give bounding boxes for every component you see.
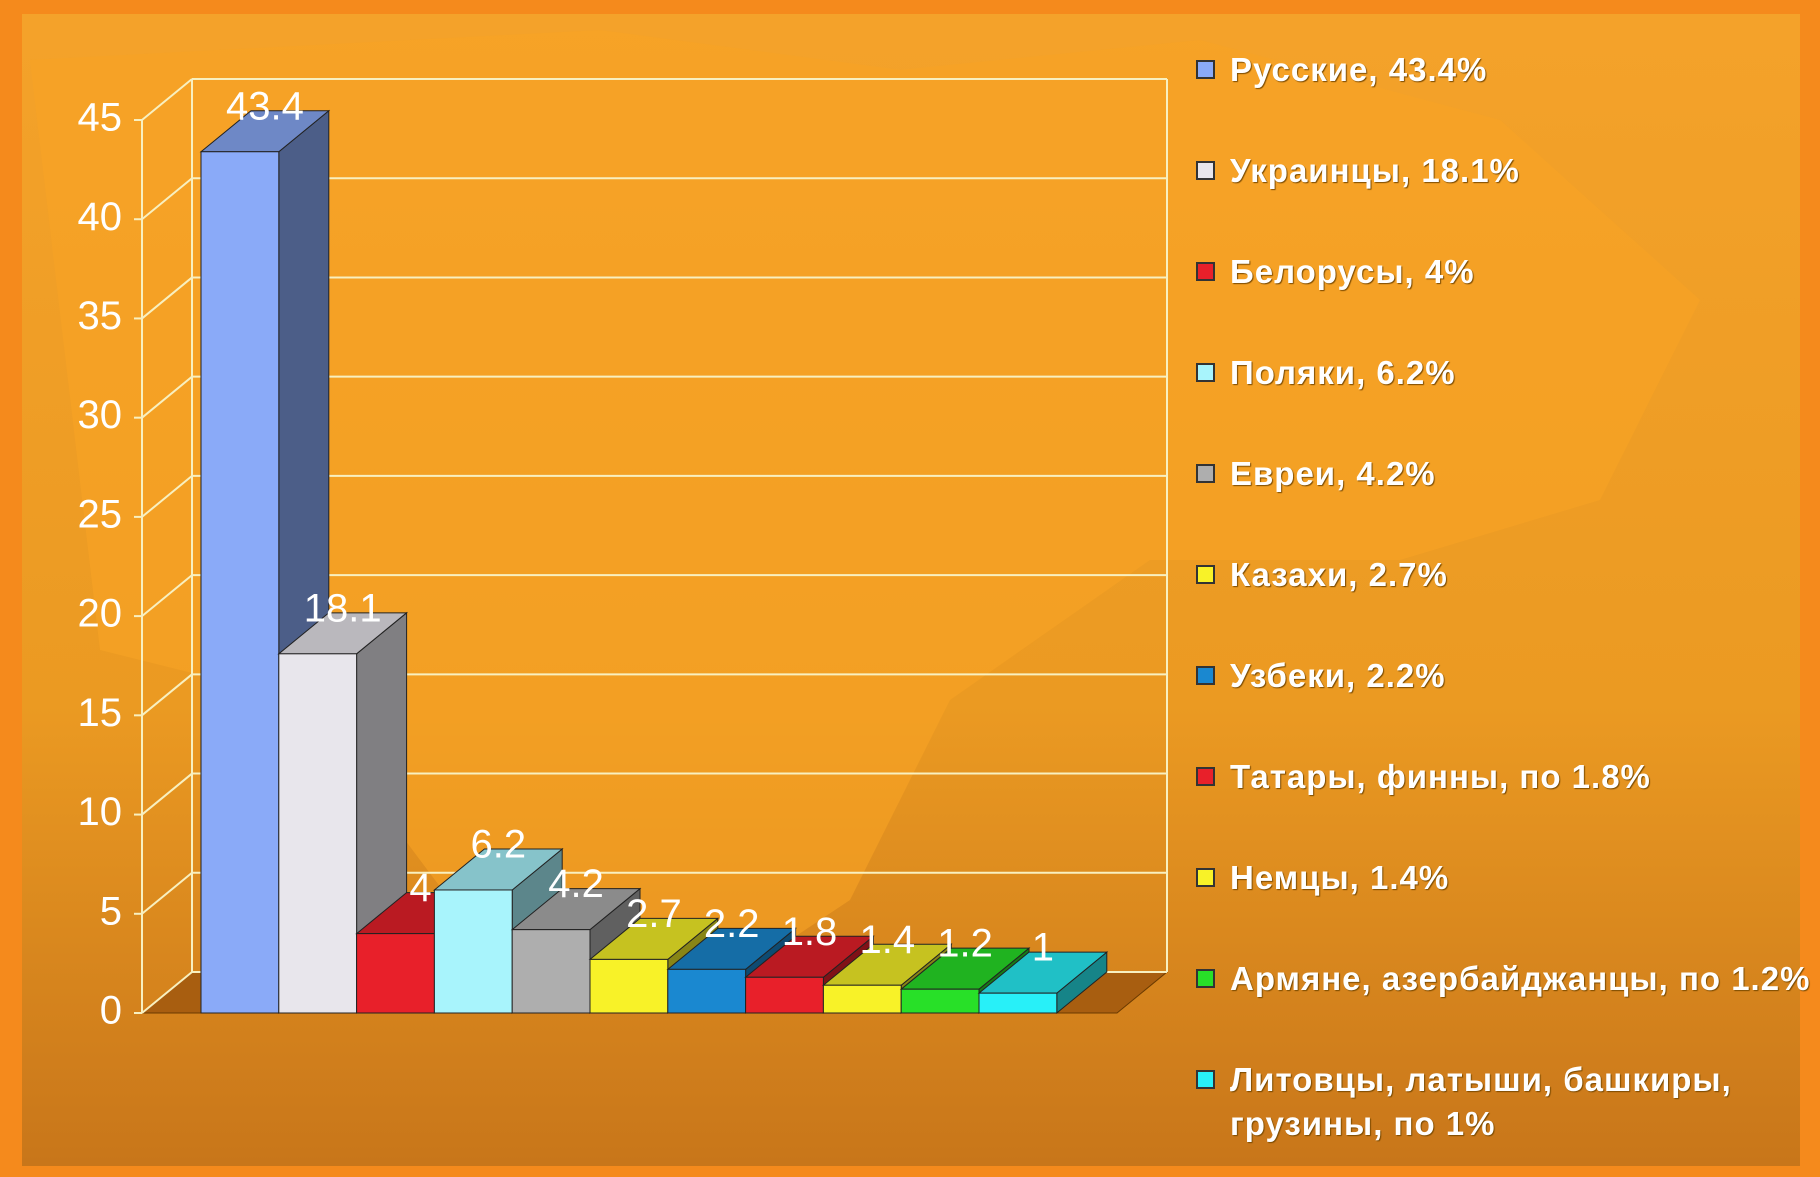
y-tick-label: 45 [78, 96, 123, 140]
bar [278, 653, 358, 1014]
legend-swatch [1196, 666, 1215, 685]
legend-entry: Евреи, 4.2% [1196, 452, 1820, 496]
y-tick-label: 20 [78, 592, 123, 636]
legend-label: Казахи, 2.7% [1230, 556, 1448, 593]
legend-entry: Литовцы, латыши, башкиры, грузины, по 1% [1196, 1058, 1820, 1146]
legend-entry: Узбеки, 2.2% [1196, 654, 1820, 698]
legend-label: Русские, 43.4% [1230, 51, 1488, 88]
legend-label: Татары, финны, по 1.8% [1230, 758, 1651, 795]
grid-line [141, 971, 193, 1014]
legend-swatch [1196, 464, 1215, 483]
legend-swatch [1196, 262, 1215, 281]
bar [589, 958, 669, 1014]
legend-label: Поляки, 6.2% [1230, 354, 1456, 391]
grid-line [141, 177, 193, 220]
data-label: 18.1 [304, 586, 382, 630]
legend-label: Белорусы, 4% [1230, 253, 1475, 290]
data-label: 43.4 [226, 84, 304, 128]
bar [900, 988, 980, 1014]
legend-entry: Украинцы, 18.1% [1196, 149, 1820, 193]
bar [822, 984, 902, 1014]
legend-label: Немцы, 1.4% [1230, 859, 1450, 896]
grid-line [141, 475, 193, 518]
y-tick-label: 40 [78, 195, 123, 239]
legend-label: Узбеки, 2.2% [1230, 657, 1446, 694]
bar [433, 889, 513, 1014]
grid-line [141, 375, 193, 419]
legend-entry: Русские, 43.4% [1196, 48, 1820, 92]
bar [200, 151, 280, 1014]
legend-entry: Белорусы, 4% [1196, 250, 1820, 294]
bar [511, 929, 591, 1014]
y-tick-label: 30 [78, 393, 123, 437]
y-tick-label: 25 [78, 492, 123, 536]
legend-label: Литовцы, латыши, башкиры, грузины, по 1% [1230, 1061, 1732, 1142]
bar [667, 968, 747, 1014]
grid-line [141, 574, 193, 617]
data-label: 2.7 [626, 892, 682, 936]
grid-line [141, 772, 193, 816]
bar [978, 992, 1058, 1014]
data-label: 2.2 [704, 902, 760, 946]
data-label: 6.2 [470, 823, 526, 867]
legend-swatch [1196, 1070, 1215, 1089]
legend-label: Армяне, азербайджанцы, по 1.2% [1230, 960, 1811, 997]
bar [356, 933, 435, 1014]
legend-entry: Казахи, 2.7% [1196, 553, 1820, 597]
data-label: 1.2 [937, 922, 993, 966]
legend-swatch [1196, 767, 1215, 786]
data-label: 4 [409, 866, 431, 910]
legend-entry: Татары, финны, по 1.8% [1196, 755, 1820, 799]
plot: 0 5 10 15 20 25 30 35 40 45 43.4 18.1 4 6.2 4.2 2.7 2.2 1… [78, 78, 1169, 1033]
legend-swatch [1196, 969, 1215, 988]
data-label: 1.4 [859, 918, 915, 962]
legend-swatch [1196, 161, 1215, 180]
y-tick-label: 35 [78, 294, 123, 338]
y-tick-label: 10 [78, 790, 123, 834]
legend-entry: Поляки, 6.2% [1196, 351, 1820, 395]
legend-swatch [1196, 363, 1215, 382]
bar [745, 976, 824, 1014]
grid-line [141, 872, 193, 915]
grid-line [141, 276, 193, 320]
data-label: 4.2 [548, 862, 604, 906]
data-label: 1 [1032, 926, 1054, 970]
legend-swatch [1196, 565, 1215, 584]
grid-line [141, 78, 193, 121]
data-label: 1.8 [782, 910, 838, 954]
legend-label: Евреи, 4.2% [1230, 455, 1436, 492]
y-tick-label: 5 [100, 889, 122, 933]
y-tick-label: 15 [78, 691, 123, 735]
grid-line [141, 673, 193, 717]
legend-swatch [1196, 868, 1215, 887]
y-tick-label: 0 [100, 989, 122, 1033]
legend-swatch [1196, 60, 1215, 79]
map-shape [30, 30, 1700, 1000]
legend-entry: Немцы, 1.4% [1196, 856, 1820, 900]
legend-label: Украинцы, 18.1% [1230, 152, 1520, 189]
legend-entry: Армяне, азербайджанцы, по 1.2% [1196, 957, 1820, 1001]
